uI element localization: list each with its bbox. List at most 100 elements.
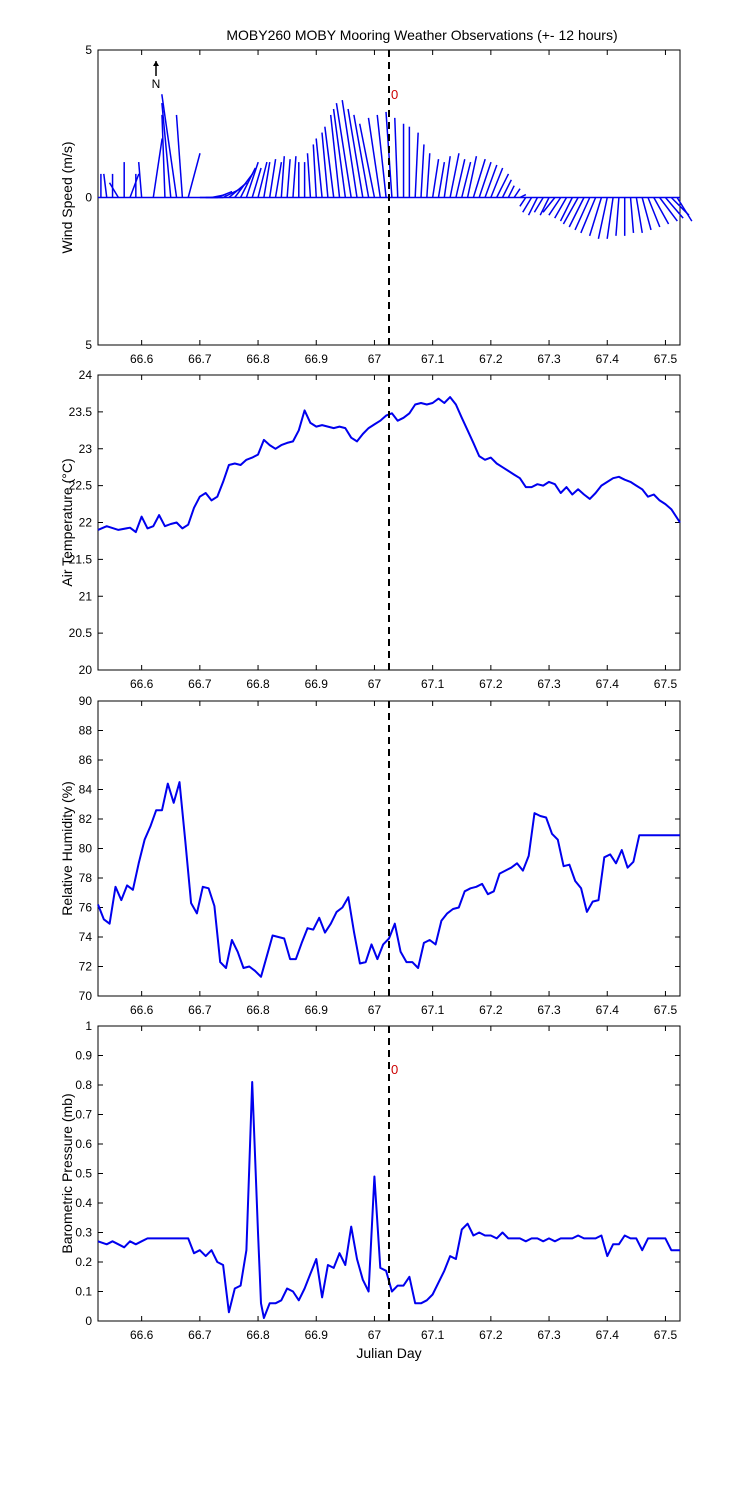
y-tick-label: 0.6: [75, 1137, 92, 1151]
x-tick-label: 66.7: [188, 1328, 212, 1342]
y-tick-label: 1: [85, 1019, 92, 1033]
x-tick-label: 67: [368, 1328, 382, 1342]
wind-stick: [519, 193, 527, 199]
wind-stick: [574, 197, 591, 231]
wind-stick: [312, 144, 317, 198]
panel-2: 66.6 66.7 66.8 66.9 67 67.1 67.2 67.3 67.4 67.5 20…: [59, 368, 681, 691]
x-tick-label: 67.3: [537, 677, 561, 691]
wind-stick: [175, 114, 184, 198]
y-tick-label: 84: [79, 783, 93, 797]
wind-stick: [478, 161, 492, 198]
x-tick-label: 67.1: [421, 1003, 445, 1017]
marker-label: 0: [391, 1062, 398, 1077]
wind-stick: [653, 197, 670, 225]
wind-stick: [152, 138, 163, 198]
x-tick-label: 66.9: [305, 352, 329, 366]
y-tick-label: 0.9: [75, 1049, 92, 1063]
x-tick-label: 66.6: [130, 1328, 154, 1342]
y-axis-label: Relative Humidity (%): [59, 781, 75, 916]
wind-stick: [522, 197, 533, 213]
wind-stick: [376, 114, 387, 198]
panel-3: 66.6 66.7 66.8 66.9 67 67.1 67.2 67.3 67.4 67.5 70…: [59, 694, 681, 1017]
y-tick-label: 23.5: [69, 405, 93, 419]
wind-stick: [647, 197, 661, 228]
wind-stick: [539, 197, 550, 216]
wind-stick: [263, 161, 271, 198]
wind-stick: [548, 197, 562, 216]
wind-stick: [437, 161, 446, 198]
wind-stick: [472, 158, 486, 198]
y-axis-label: Air Temperature (°C): [59, 458, 75, 586]
wind-stick: [358, 123, 376, 198]
wind-stick: [461, 161, 472, 198]
y-tick-label: 72: [79, 960, 93, 974]
wind-stick: [513, 188, 521, 198]
x-tick-label: 67.3: [537, 352, 561, 366]
x-tick-label: 66.8: [246, 352, 270, 366]
y-tick-label: 0: [85, 1314, 92, 1328]
wind-stick: [606, 197, 614, 239]
wind-stick: [329, 114, 341, 198]
wind-stick: [251, 167, 262, 198]
wind-stick: [280, 156, 286, 198]
x-tick-label: 66.7: [188, 677, 212, 691]
wind-stick: [559, 197, 574, 222]
figure-title: MOBY260 MOBY Mooring Weather Observation…: [226, 27, 617, 43]
x-tick-label: 66.7: [188, 352, 212, 366]
wind-stick: [420, 144, 425, 198]
wind-stick: [367, 117, 382, 198]
wind-stick: [332, 108, 347, 198]
wind-stick: [321, 132, 329, 198]
y-tick-label: 0: [85, 191, 92, 205]
wind-stick: [315, 138, 323, 198]
wind-stick: [234, 173, 254, 198]
y-tick-label: 0.2: [75, 1255, 92, 1269]
wind-stick: [641, 197, 652, 231]
wind-stick: [568, 197, 585, 228]
x-tick-label: 67.3: [537, 1328, 561, 1342]
x-tick-label: 67.4: [596, 352, 620, 366]
series-line: [97, 1081, 680, 1319]
y-tick-label: 5: [85, 43, 92, 57]
panel-1: 66.6 66.7 66.8 66.9 67 67.1 67.2 67.3 67.4 67.5 5 0…: [59, 43, 693, 366]
wind-stick: [187, 153, 201, 198]
wind-stick: [217, 190, 233, 199]
wind-stick: [426, 153, 431, 198]
wind-stick: [443, 156, 451, 198]
y-tick-label: 76: [79, 901, 93, 915]
north-label: N: [152, 77, 161, 91]
wind-stick: [484, 164, 498, 198]
wind-stick: [664, 197, 684, 219]
x-tick-label: 67.1: [421, 1328, 445, 1342]
wind-stick: [431, 159, 440, 198]
x-tick-label: 67.1: [421, 677, 445, 691]
x-tick-label: 67: [368, 352, 382, 366]
wind-stick: [676, 197, 693, 222]
x-tick-label: 67.2: [479, 352, 503, 366]
wind-stick: [466, 156, 478, 198]
y-tick-label: 24: [79, 368, 93, 382]
x-tick-label: 67: [368, 1003, 382, 1017]
y-tick-label: 20.5: [69, 626, 93, 640]
wind-stick: [324, 126, 335, 198]
x-tick-label: 66.7: [188, 1003, 212, 1017]
wind-stick: [533, 197, 544, 213]
x-tick-label: 66.8: [246, 1003, 270, 1017]
y-axis-label: Barometric Pressure (mb): [59, 1093, 75, 1253]
wind-stick: [562, 197, 579, 225]
x-tick-label: 67: [368, 677, 382, 691]
y-tick-label: 90: [79, 694, 93, 708]
wind-stick: [394, 117, 399, 198]
x-tick-label: 66.9: [305, 1328, 329, 1342]
y-tick-label: 22: [79, 516, 93, 530]
x-tick-label: 66.8: [246, 677, 270, 691]
x-tick-label: 67.4: [596, 677, 620, 691]
wind-stick: [347, 108, 364, 198]
y-tick-label: 88: [79, 724, 93, 738]
x-tick-label: 67.1: [421, 352, 445, 366]
y-tick-label: 21: [79, 589, 93, 603]
x-tick-label: 66.6: [130, 352, 154, 366]
wind-stick: [274, 161, 283, 198]
wind-stick: [239, 167, 257, 198]
y-tick-label: 74: [79, 930, 93, 944]
